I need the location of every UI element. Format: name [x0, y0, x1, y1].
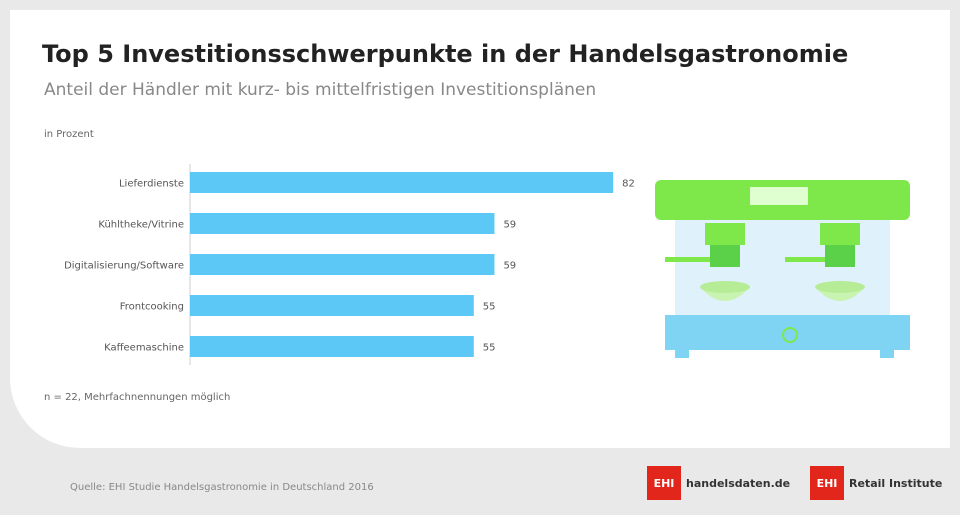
bar-0: [190, 172, 614, 193]
bar-4: [190, 336, 474, 357]
ehi-logo-icon: EHI: [810, 466, 844, 500]
bar-3: [190, 295, 474, 316]
handelsdaten-logo-text: handelsdaten.de: [686, 476, 791, 490]
value-label-4: 55: [483, 343, 496, 354]
ehi-logo-icon: EHI: [647, 466, 681, 500]
source-text: Quelle: EHI Studie Handelsgastronomie in…: [70, 482, 374, 493]
value-label-0: 82: [622, 179, 635, 190]
value-label-3: 55: [483, 302, 496, 313]
ehi-logo-text: Retail Institute: [849, 476, 943, 490]
chart-title: Top 5 Investitionsschwerpunkte in der Ha…: [42, 40, 849, 68]
ehi-retail-institute-logo[interactable]: EHI Retail Institute: [810, 466, 942, 500]
unit-label: in Prozent: [44, 129, 94, 140]
category-label-4: Kaffeemaschine: [104, 343, 184, 354]
value-label-1: 59: [503, 220, 516, 231]
category-label-1: Kühltheke/Vitrine: [98, 220, 184, 231]
category-label-2: Digitalisierung/Software: [64, 261, 184, 272]
category-label-0: Lieferdienste: [119, 179, 184, 190]
value-label-2: 59: [503, 261, 516, 272]
category-label-3: Frontcooking: [120, 302, 184, 313]
handelsdaten-logo[interactable]: EHI handelsdaten.de: [647, 466, 790, 500]
espresso-machine-illustration: [655, 180, 910, 358]
bar-1: [190, 213, 495, 234]
bar-2: [190, 254, 495, 275]
chart-subtitle: Anteil der Händler mit kurz- bis mittelf…: [44, 80, 597, 100]
footnote: n = 22, Mehrfachnennungen möglich: [44, 392, 231, 403]
